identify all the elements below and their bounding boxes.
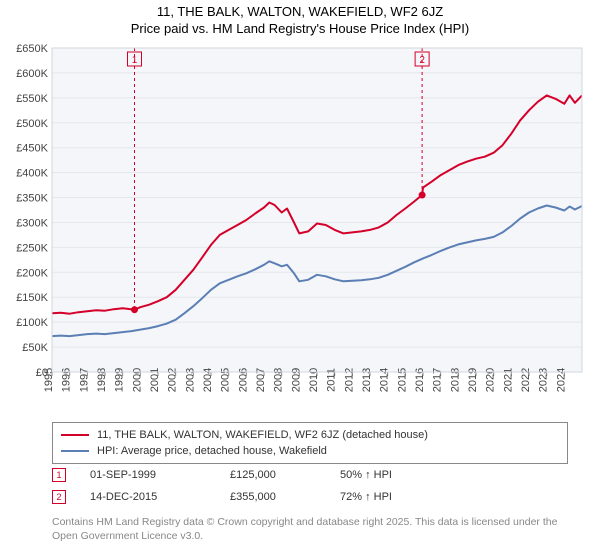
x-tick-label: 2018 [449,368,461,392]
y-tick-label: £300K [16,217,48,229]
x-tick-label: 2022 [520,368,532,392]
sale-row: 1 01-SEP-1999£125,00050% ↑ HPI [52,464,568,486]
x-tick-label: 2006 [237,368,249,392]
x-tick-label: 2002 [167,368,179,392]
x-tick-label: 2017 [432,368,444,392]
x-tick-label: 2008 [273,368,285,392]
sale-pct: 72% ↑ HPI [340,491,480,503]
sale-pct: 50% ↑ HPI [340,469,480,481]
x-tick-label: 2019 [467,368,479,392]
y-tick-label: £250K [16,242,48,254]
x-tick-label: 2020 [485,368,497,392]
chart-container: £0£50K£100K£150K£200K£250K£300K£350K£400… [8,42,592,418]
title-line-1: 11, THE BALK, WALTON, WAKEFIELD, WF2 6JZ [0,4,600,19]
legend-label: 11, THE BALK, WALTON, WAKEFIELD, WF2 6JZ… [97,429,428,441]
title-line-2: Price paid vs. HM Land Registry's House … [0,21,600,36]
x-tick-label: 2009 [290,368,302,392]
x-tick-label: 2015 [396,368,408,392]
y-tick-label: £450K [16,143,48,155]
x-tick-label: 2016 [414,368,426,392]
y-tick-label: £350K [16,193,48,205]
sale-row: 2 14-DEC-2015£355,00072% ↑ HPI [52,486,568,508]
sale-price: £125,000 [230,469,340,481]
y-tick-label: £200K [16,267,48,279]
sale-marker-number: 1 [132,55,138,66]
y-tick-label: £400K [16,168,48,180]
legend: 11, THE BALK, WALTON, WAKEFIELD, WF2 6JZ… [52,422,568,464]
x-tick-label: 1997 [78,368,90,392]
sale-marker-number: 2 [419,55,425,66]
x-tick-label: 2014 [379,368,391,392]
y-tick-label: £550K [16,93,48,105]
sale-date: 14-DEC-2015 [90,491,230,503]
chart-titles: 11, THE BALK, WALTON, WAKEFIELD, WF2 6JZ… [0,0,600,36]
legend-item: HPI: Average price, detached house, Wake… [61,443,559,459]
sale-marker-dot [419,192,426,199]
x-tick-label: 1998 [96,368,108,392]
x-tick-label: 2012 [343,368,355,392]
sale-marker-icon: 1 [52,468,66,482]
x-tick-label: 2010 [308,368,320,392]
x-tick-label: 2003 [184,368,196,392]
sale-marker-dot [131,306,138,313]
y-tick-label: £600K [16,68,48,80]
x-tick-label: 2023 [538,368,550,392]
x-tick-label: 1995 [43,368,55,392]
y-tick-label: £650K [16,43,48,55]
x-tick-label: 2024 [555,368,567,392]
y-tick-label: £500K [16,118,48,130]
x-tick-label: 2013 [361,368,373,392]
sale-price: £355,000 [230,491,340,503]
x-tick-label: 1996 [61,368,73,392]
x-tick-label: 2005 [220,368,232,392]
x-tick-label: 2021 [502,368,514,392]
y-tick-label: £100K [16,317,48,329]
legend-swatch [61,450,89,452]
sales-table: 1 01-SEP-1999£125,00050% ↑ HPI 2 14-DEC-201… [52,464,568,508]
copyright-text: Contains HM Land Registry data © Crown c… [52,516,568,543]
x-tick-label: 2004 [202,368,214,392]
y-tick-label: £50K [22,342,48,354]
legend-item: 11, THE BALK, WALTON, WAKEFIELD, WF2 6JZ… [61,427,559,443]
legend-label: HPI: Average price, detached house, Wake… [97,445,327,457]
x-tick-label: 2001 [149,368,161,392]
x-tick-label: 1999 [114,368,126,392]
sale-marker-icon: 2 [52,490,66,504]
x-tick-label: 2000 [131,368,143,392]
y-tick-label: £150K [16,292,48,304]
legend-swatch [61,434,89,436]
price-chart: £0£50K£100K£150K£200K£250K£300K£350K£400… [8,42,592,418]
x-tick-label: 2007 [255,368,267,392]
sale-date: 01-SEP-1999 [90,469,230,481]
